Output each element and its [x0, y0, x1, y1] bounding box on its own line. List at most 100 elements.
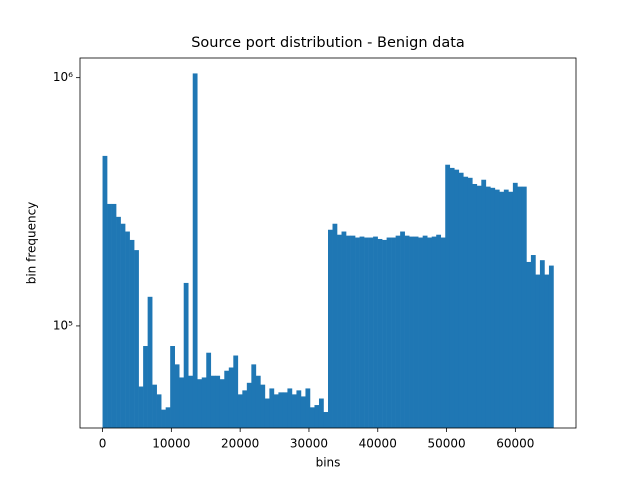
- bar: [346, 235, 351, 428]
- bar: [548, 265, 554, 428]
- bar: [328, 229, 333, 428]
- x-tick-label: 0: [99, 437, 107, 451]
- bar: [138, 386, 144, 428]
- bar: [120, 223, 126, 428]
- y-axis-label: bin frequency: [25, 202, 39, 285]
- bar: [544, 274, 550, 428]
- bar: [264, 398, 270, 428]
- bar: [201, 377, 207, 428]
- bar: [539, 260, 545, 428]
- bar: [165, 407, 171, 428]
- bar: [152, 384, 157, 428]
- bar: [111, 203, 117, 428]
- bar: [422, 235, 428, 428]
- bar: [116, 216, 121, 428]
- bar: [161, 409, 166, 428]
- bar: [458, 172, 464, 428]
- bar: [490, 187, 496, 428]
- x-tick-label: 50000: [427, 437, 465, 451]
- bar: [400, 231, 405, 428]
- bar: [246, 382, 252, 428]
- bar: [323, 412, 329, 428]
- bar: [508, 191, 514, 428]
- bar: [404, 235, 410, 428]
- bar: [427, 237, 433, 428]
- bar: [273, 394, 279, 428]
- x-tick-label: 60000: [496, 437, 534, 451]
- plot-frame: [79, 57, 577, 429]
- bar: [318, 398, 324, 428]
- bar: [134, 250, 139, 428]
- bar: [233, 355, 239, 428]
- bar: [409, 236, 414, 428]
- bar: [224, 370, 230, 428]
- bar: [386, 237, 392, 428]
- bar: [431, 236, 437, 428]
- chart-title: Source port distribution - Benign data: [191, 35, 465, 51]
- bar: [300, 396, 306, 428]
- bar: [125, 231, 130, 428]
- x-tick-label: 20000: [221, 437, 259, 451]
- bar: [282, 392, 288, 428]
- bar: [377, 238, 383, 428]
- bar: [143, 346, 148, 428]
- x-axis-label: bins: [316, 456, 341, 470]
- x-tick-label: 30000: [290, 437, 328, 451]
- bar: [485, 186, 491, 428]
- bar: [436, 234, 442, 428]
- bar: [499, 191, 505, 428]
- bar: [228, 367, 234, 428]
- bar: [467, 177, 473, 428]
- bar: [215, 375, 221, 428]
- bar: [517, 186, 523, 428]
- bar: [503, 189, 509, 428]
- bar: [368, 237, 374, 428]
- bar: [188, 375, 194, 428]
- x-tick-label: 10000: [152, 437, 190, 451]
- bar: [170, 346, 175, 428]
- bar: [341, 231, 347, 428]
- bar: [481, 179, 487, 428]
- bar: [449, 167, 455, 428]
- bar: [382, 239, 387, 428]
- bar: [287, 388, 293, 428]
- bar: [309, 407, 315, 428]
- bar: [364, 237, 369, 428]
- bar: [219, 379, 225, 428]
- bar: [395, 235, 401, 428]
- y-tick-label: 10⁶: [53, 70, 73, 84]
- bar: [418, 237, 423, 428]
- bar: [391, 237, 396, 428]
- bar: [197, 379, 203, 428]
- bar: [102, 155, 108, 429]
- bar: [526, 261, 532, 428]
- bar: [472, 183, 478, 428]
- bar: [296, 390, 302, 428]
- bar: [147, 296, 153, 428]
- bar: [156, 394, 162, 428]
- bar: [210, 375, 216, 428]
- bar: [237, 394, 243, 428]
- bar: [350, 235, 356, 428]
- bar: [179, 377, 185, 428]
- bar: [413, 236, 419, 428]
- bar: [355, 237, 360, 428]
- bar: [242, 390, 248, 428]
- bar: [454, 169, 460, 429]
- bar: [206, 352, 212, 428]
- bar: [260, 384, 266, 428]
- bar: [445, 164, 451, 429]
- x-tick-label: 40000: [359, 437, 397, 451]
- bar: [129, 239, 135, 428]
- y-tick-label: 10⁵: [53, 318, 73, 332]
- bar: [192, 73, 198, 429]
- bar: [463, 176, 469, 428]
- bar: [337, 234, 342, 428]
- bar: [174, 364, 180, 428]
- bar: [359, 236, 365, 428]
- bar: [512, 182, 518, 428]
- bar: [373, 236, 378, 428]
- bar: [251, 364, 257, 428]
- bar: [183, 282, 189, 428]
